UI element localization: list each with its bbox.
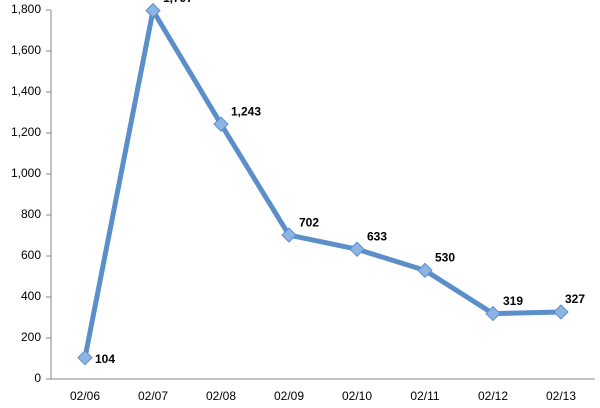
y-tick-label: 600 bbox=[21, 248, 41, 262]
data-label: 327 bbox=[565, 292, 585, 306]
data-label: 1,797 bbox=[163, 0, 193, 5]
x-tick-label: 02/06 bbox=[70, 389, 100, 403]
x-tick-label: 02/10 bbox=[342, 389, 372, 403]
marker bbox=[281, 227, 297, 243]
y-tick-label: 1,200 bbox=[11, 125, 41, 139]
marker bbox=[485, 305, 501, 322]
x-tick-label: 02/12 bbox=[478, 389, 508, 403]
y-tick-label: 1,600 bbox=[11, 43, 41, 57]
line bbox=[82, 8, 562, 359]
data-label: 319 bbox=[503, 294, 523, 308]
y-tick-label: 200 bbox=[21, 330, 41, 344]
marker bbox=[553, 304, 569, 320]
y-tick-label: 1,000 bbox=[11, 166, 41, 180]
x-tick-label: 02/13 bbox=[546, 389, 576, 403]
marker bbox=[213, 116, 229, 132]
marker bbox=[145, 2, 161, 19]
x-tick-label: 02/11 bbox=[410, 389, 439, 403]
data-label: 104 bbox=[95, 352, 115, 366]
x-tick-label: 02/08 bbox=[206, 389, 236, 403]
x-tick-label: 02/07 bbox=[138, 389, 168, 403]
marker bbox=[77, 349, 93, 366]
data-label: 1,243 bbox=[231, 104, 261, 118]
y-tick-label: 1,400 bbox=[11, 84, 41, 98]
x-tick-label: 02/09 bbox=[274, 389, 304, 403]
y-tick-label: 0 bbox=[34, 371, 41, 385]
y-tick-label: 800 bbox=[21, 207, 41, 221]
marker bbox=[417, 262, 433, 279]
data-label: 530 bbox=[435, 251, 455, 265]
data-label: 633 bbox=[367, 229, 387, 243]
y-tick-label: 1,800 bbox=[11, 2, 41, 16]
y-tick-label: 400 bbox=[21, 289, 41, 303]
data-label: 702 bbox=[299, 215, 319, 229]
marker bbox=[349, 241, 365, 257]
